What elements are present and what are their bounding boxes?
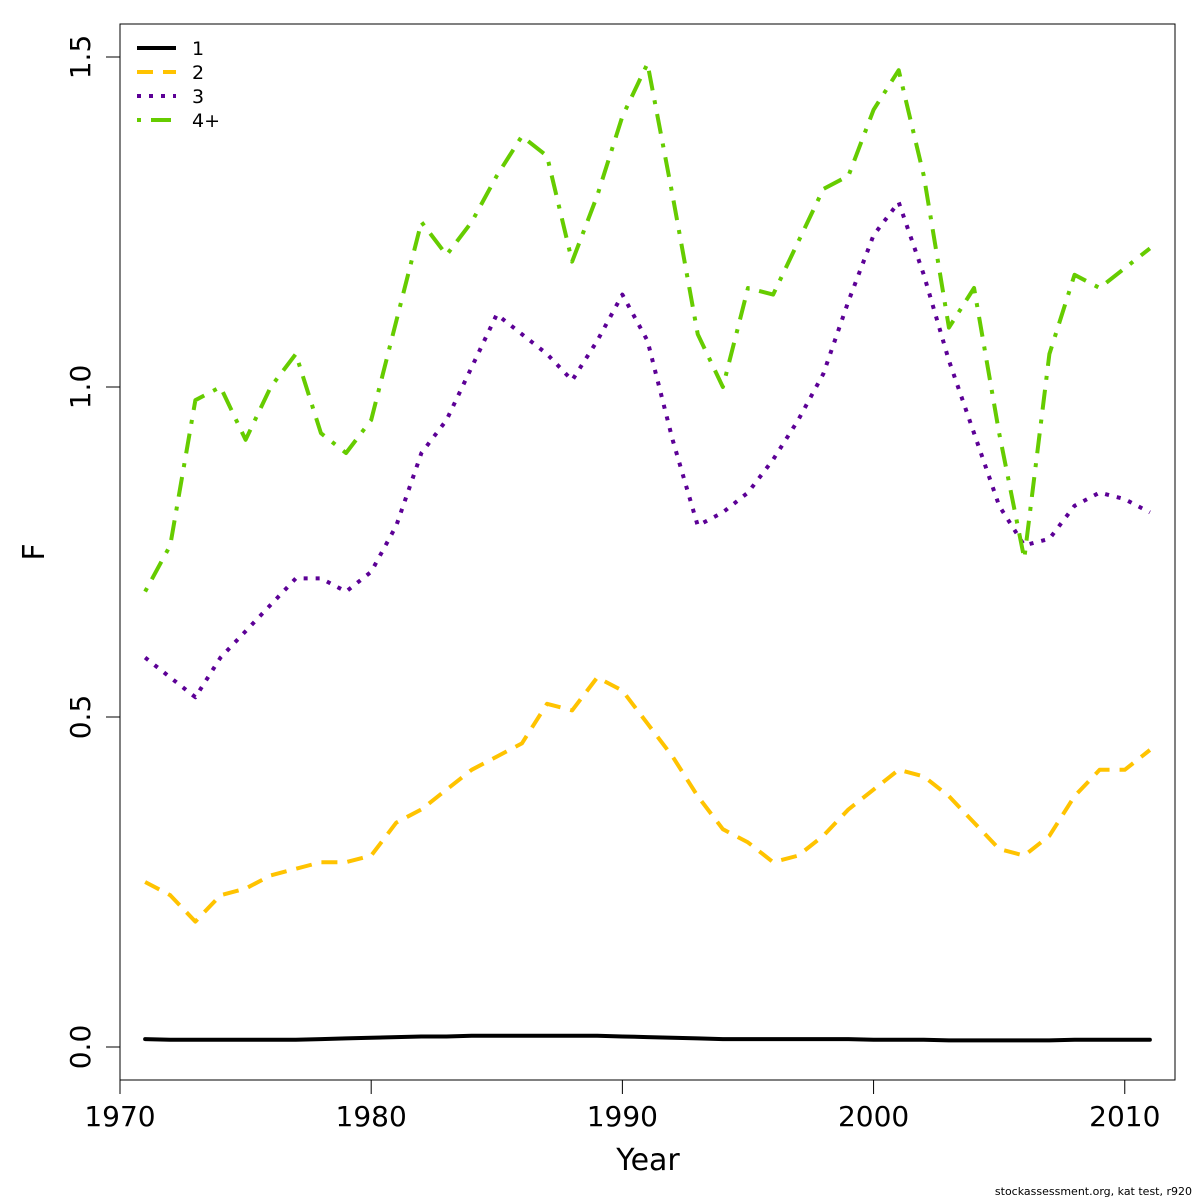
series-line-4plus (143, 61, 1152, 593)
plot-frame (119, 23, 1176, 1081)
series-line-3 (143, 200, 1151, 700)
y-axis-title: F (17, 543, 52, 560)
x-axis-title: Year (615, 1143, 680, 1178)
x-tick-label: 2010 (1089, 1100, 1160, 1133)
legend-label: 1 (192, 38, 204, 60)
y-tick-label: 1.5 (64, 35, 97, 80)
x-axis: 1970 1980 1990 2000 2010 (84, 1079, 1160, 1133)
legend-label: 4+ (192, 110, 220, 132)
legend-label: 2 (192, 62, 204, 84)
series-line-1 (143, 1033, 1152, 1043)
y-tick-label: 1.0 (64, 365, 97, 410)
series-lines (143, 61, 1152, 1043)
y-axis: 0.0 0.5 1.0 1.5 (64, 35, 121, 1070)
x-tick-label: 1990 (587, 1100, 658, 1133)
x-tick-label: 2000 (838, 1100, 909, 1133)
y-tick-label: 0.0 (64, 1025, 97, 1070)
y-tick-label: 0.5 (64, 695, 97, 740)
footer-note: stockassessment.org, kat test, r920 (994, 1185, 1192, 1198)
legend-label: 3 (192, 86, 204, 108)
series-line-2 (144, 675, 1152, 924)
x-tick-label: 1970 (84, 1100, 155, 1133)
x-tick-label: 1980 (336, 1100, 407, 1133)
